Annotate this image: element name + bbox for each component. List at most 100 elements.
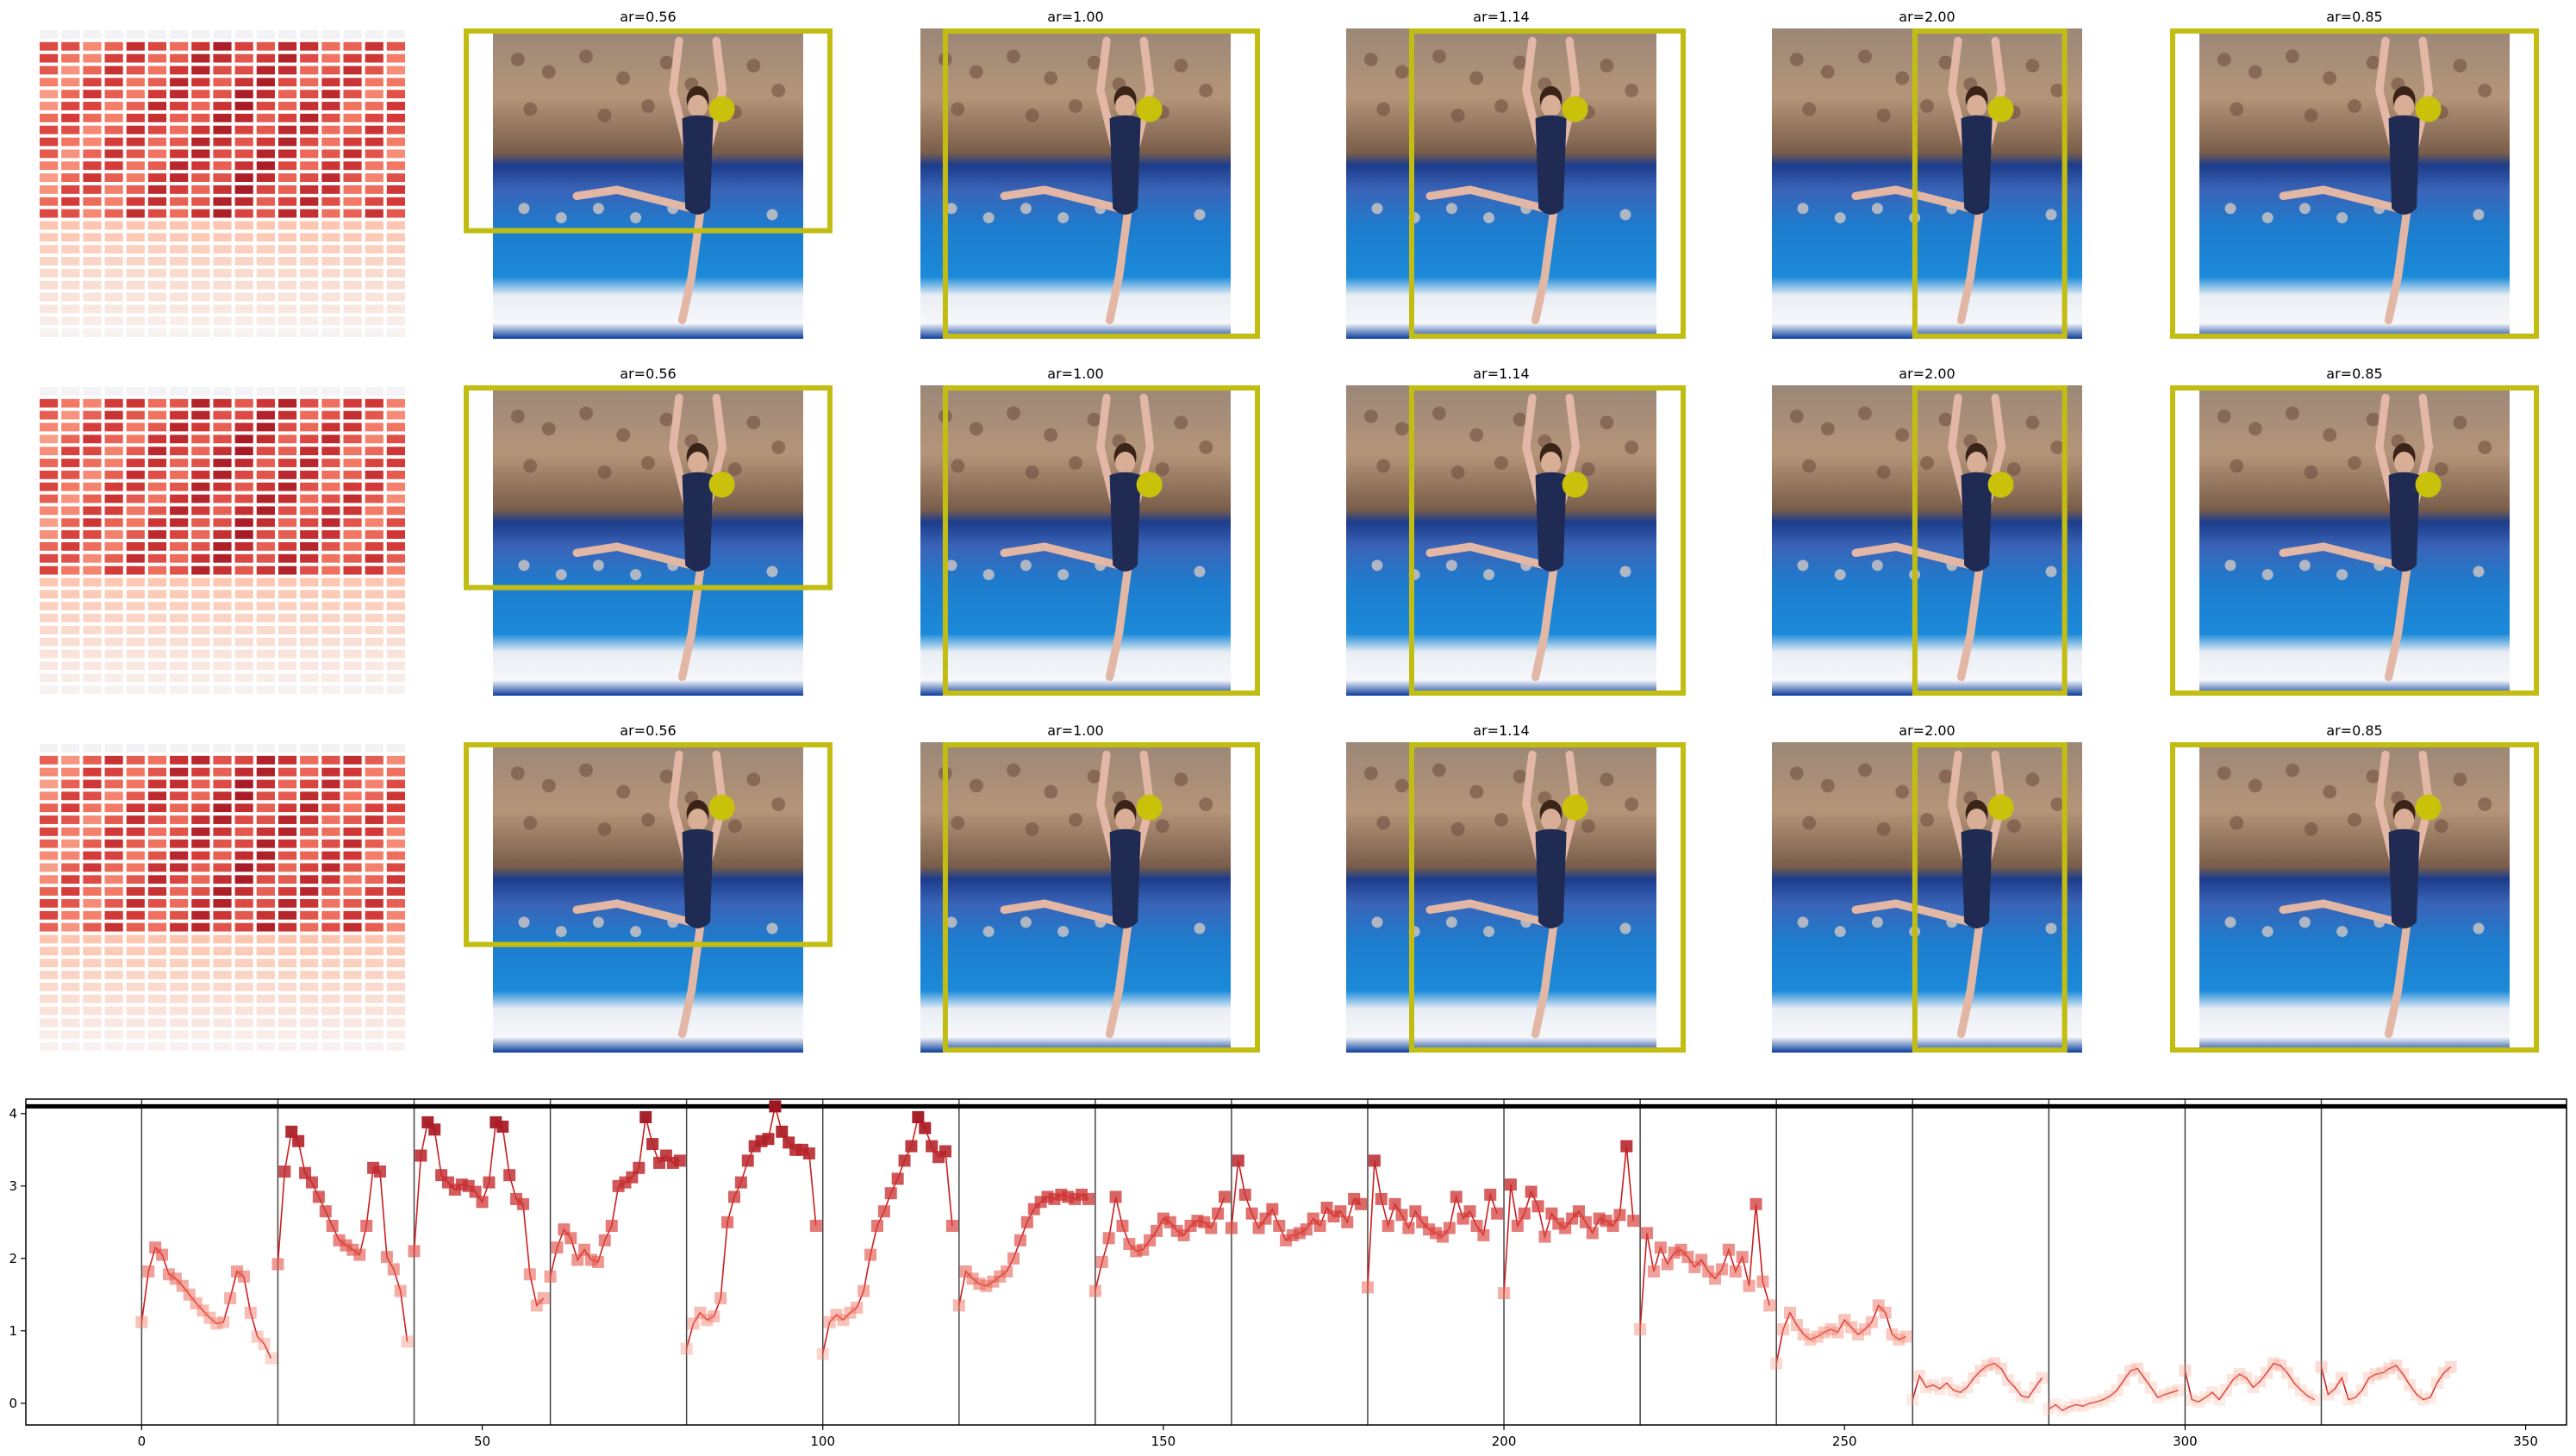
heatmap-cell bbox=[126, 161, 145, 171]
heatmap-cell bbox=[234, 125, 253, 134]
heatmap-cell bbox=[147, 602, 167, 611]
heatmap-cell bbox=[386, 1006, 405, 1015]
heatmap-cell bbox=[40, 245, 59, 254]
heatmap-cell bbox=[191, 839, 210, 848]
heatmap-cell bbox=[170, 685, 189, 694]
heatmap-cell bbox=[365, 791, 384, 801]
data-point bbox=[639, 1111, 652, 1123]
heatmap-cell bbox=[300, 125, 319, 134]
data-point bbox=[2369, 1368, 2382, 1381]
heatmap-cell bbox=[170, 387, 189, 396]
heatmap-cell bbox=[343, 779, 362, 789]
heatmap-cell bbox=[343, 233, 362, 242]
heatmap-cell bbox=[213, 197, 232, 206]
heatmap-cell bbox=[256, 530, 275, 539]
y-tick-label: 3 bbox=[9, 1178, 17, 1194]
heatmap-cell bbox=[234, 328, 253, 337]
heatmap-cell bbox=[40, 482, 59, 491]
heatmap-cell bbox=[300, 553, 319, 563]
heatmap-cell bbox=[300, 470, 319, 479]
data-point bbox=[2362, 1372, 2375, 1384]
heatmap-cell bbox=[386, 779, 405, 789]
heatmap-cell bbox=[83, 482, 102, 491]
heatmap-cell bbox=[278, 767, 297, 777]
heatmap-cell bbox=[300, 566, 319, 575]
heatmap-cell bbox=[170, 125, 189, 134]
heatmap-cell bbox=[104, 815, 123, 824]
heatmap-cell bbox=[365, 1030, 384, 1040]
data-point bbox=[1620, 1140, 1633, 1153]
plot-frame bbox=[25, 1098, 2567, 1426]
data-point bbox=[1225, 1222, 1238, 1234]
heatmap-cell bbox=[321, 553, 340, 563]
heatmap-cell bbox=[170, 292, 189, 302]
heatmap-cell bbox=[300, 779, 319, 789]
heatmap-cell bbox=[343, 887, 362, 896]
heatmap-cell bbox=[365, 149, 384, 159]
heatmap-cell bbox=[278, 922, 297, 932]
heatmap-cell bbox=[343, 459, 362, 467]
heatmap-cell bbox=[234, 899, 253, 908]
heatmap-cell bbox=[256, 971, 275, 979]
heatmap-cell bbox=[256, 815, 275, 824]
heatmap-cell bbox=[104, 387, 123, 396]
data-point bbox=[1865, 1315, 1878, 1328]
heatmap-cell bbox=[170, 947, 189, 956]
heatmap-cell bbox=[278, 971, 297, 979]
heatmap-cell bbox=[83, 398, 102, 408]
heatmap-cell bbox=[278, 447, 297, 456]
heatmap-cell bbox=[278, 494, 297, 503]
heatmap-cell bbox=[191, 197, 210, 206]
heatmap-cell bbox=[170, 959, 189, 968]
heatmap-cell bbox=[170, 791, 189, 801]
heatmap-cell bbox=[83, 590, 102, 599]
data-point bbox=[237, 1270, 250, 1283]
heatmap-cell bbox=[61, 410, 80, 420]
heatmap-cell bbox=[343, 149, 362, 159]
heatmap-cell bbox=[83, 875, 102, 884]
heatmap-cell bbox=[343, 185, 362, 194]
heatmap-cell bbox=[191, 316, 210, 326]
heatmap-cell bbox=[256, 470, 275, 479]
data-point bbox=[271, 1258, 284, 1271]
heatmap-cell bbox=[126, 947, 145, 956]
heatmap-cell bbox=[300, 863, 319, 872]
data-point bbox=[1102, 1232, 1115, 1245]
heatmap-cell bbox=[386, 280, 405, 290]
heatmap-cell bbox=[40, 661, 59, 671]
heatmap-cell bbox=[321, 494, 340, 503]
heatmap-cell bbox=[126, 839, 145, 848]
heatmap-cell bbox=[256, 518, 275, 528]
heatmap-cell bbox=[83, 947, 102, 956]
image-panel: ar=1.00 bbox=[920, 366, 1261, 696]
heatmap-cell bbox=[386, 922, 405, 932]
heatmap-cell bbox=[191, 602, 210, 611]
heatmap-cell bbox=[61, 30, 80, 39]
heatmap-cell bbox=[256, 899, 275, 908]
heatmap-cell bbox=[126, 447, 145, 456]
panel-title: ar=1.14 bbox=[1473, 9, 1529, 25]
heatmap-cell bbox=[343, 863, 362, 872]
heatmap-cell bbox=[147, 459, 167, 467]
heatmap-cell bbox=[213, 410, 232, 420]
data-point bbox=[326, 1220, 339, 1232]
heatmap-cell bbox=[170, 1006, 189, 1015]
heatmap-cell bbox=[278, 1006, 297, 1015]
heatmap-cell bbox=[83, 839, 102, 848]
heatmap-cell bbox=[234, 137, 253, 147]
panel-title: ar=1.00 bbox=[1047, 722, 1103, 739]
data-point bbox=[2165, 1386, 2178, 1399]
heatmap-cell bbox=[234, 447, 253, 456]
heatmap-cell bbox=[83, 803, 102, 813]
heatmap-cell bbox=[40, 137, 59, 147]
heatmap-cell bbox=[386, 125, 405, 134]
data-point bbox=[2329, 1383, 2342, 1395]
data-point bbox=[2240, 1372, 2253, 1384]
heatmap-cell bbox=[147, 566, 167, 575]
heatmap-cell bbox=[126, 1006, 145, 1015]
heatmap-cell bbox=[300, 685, 319, 694]
heatmap-cell bbox=[191, 661, 210, 671]
heatmap-cell bbox=[191, 637, 210, 647]
heatmap-cell bbox=[278, 530, 297, 539]
data-point bbox=[939, 1145, 951, 1158]
